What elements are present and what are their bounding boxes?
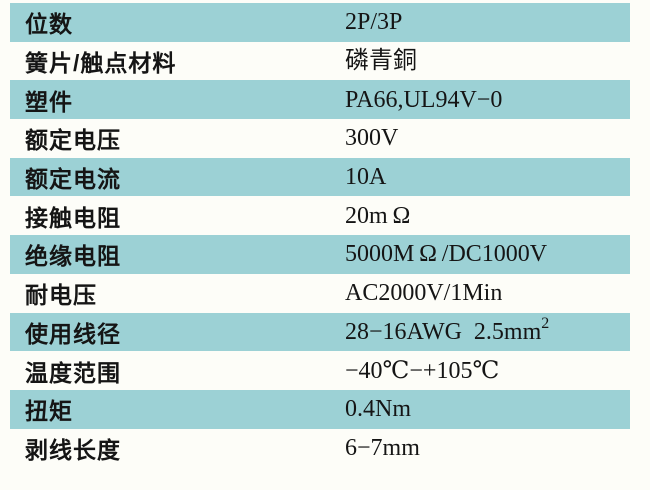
table-row: 额定电流 10A	[10, 157, 630, 197]
spec-value: 0.4Nm	[345, 397, 411, 421]
spec-value-text: 28−16AWG 2.5mm	[345, 318, 542, 345]
spec-value: 20m Ω	[345, 204, 410, 228]
spec-value-text: 0.4Nm	[345, 396, 411, 423]
spec-value-text: PA66,UL94V−0	[345, 86, 503, 113]
spec-value: 2P/3P	[345, 10, 402, 34]
table-row: 剥线长度 6−7mm	[10, 429, 630, 468]
spec-value: −40℃−+105℃	[345, 359, 499, 383]
spec-value: 300V	[345, 126, 398, 150]
spec-table: 位数 2P/3P 簧片/触点材料 磷青銅 塑件 PA66,UL94V−0 额定电…	[10, 3, 630, 468]
table-row: 耐电压 AC2000V/1Min	[10, 274, 630, 313]
spec-label: 簧片/触点材料	[25, 50, 177, 77]
spec-label: 使用线径	[25, 320, 121, 347]
spec-value: 磷青銅	[345, 49, 417, 73]
spec-label: 绝缘电阻	[25, 243, 121, 270]
table-row: 塑件 PA66,UL94V−0	[10, 80, 630, 120]
spec-value-text: 20m Ω	[345, 202, 411, 229]
spec-value-text: 6−7mm	[345, 434, 420, 461]
table-row: 使用线径 28−16AWG 2.5mm2	[10, 312, 630, 352]
spec-label: 剥线长度	[25, 436, 121, 463]
spec-label: 额定电流	[25, 166, 121, 193]
spec-value-text: 300V	[345, 125, 399, 152]
spec-label: 接触电阻	[25, 204, 121, 231]
spec-value-text: 5000M Ω /DC1000V	[345, 241, 548, 268]
table-row: 温度范围 −40℃−+105℃	[10, 351, 630, 390]
spec-label: 塑件	[25, 88, 73, 115]
spec-label: 扭矩	[25, 398, 73, 425]
spec-label: 温度范围	[25, 359, 121, 386]
spec-value: 10A	[345, 165, 386, 189]
table-row: 接触电阻 20m Ω	[10, 196, 630, 235]
spec-value-superscript: 2	[541, 314, 550, 332]
spec-label: 位数	[25, 11, 73, 38]
spec-value-text: 磷青銅	[345, 48, 417, 75]
spec-value: PA66,UL94V−0	[345, 88, 502, 112]
spec-label: 耐电压	[25, 282, 97, 309]
spec-value-text: −40℃−+105℃	[345, 357, 500, 384]
table-row: 簧片/触点材料 磷青銅	[10, 42, 630, 81]
spec-value: AC2000V/1Min	[345, 281, 502, 305]
spec-value-text: 2P/3P	[345, 9, 403, 36]
table-row: 位数 2P/3P	[10, 3, 630, 42]
table-row: 扭矩 0.4Nm	[10, 389, 630, 429]
table-row: 额定电压 300V	[10, 119, 630, 158]
spec-value-text: AC2000V/1Min	[345, 280, 503, 307]
spec-value: 28−16AWG 2.5mm2	[345, 315, 549, 345]
spec-label: 额定电压	[25, 127, 121, 154]
spec-value: 6−7mm	[345, 436, 420, 460]
spec-value-text: 10A	[345, 164, 387, 191]
table-row: 绝缘电阻 5000M Ω /DC1000V	[10, 235, 630, 274]
spec-value: 5000M Ω /DC1000V	[345, 242, 547, 266]
